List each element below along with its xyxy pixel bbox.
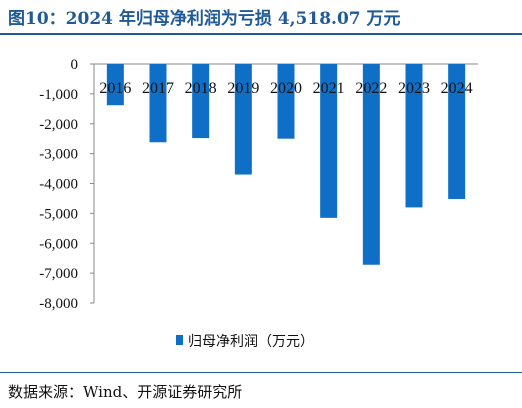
category-labels: 2016 2017 2018 2019 2020 2021 2022 2023 2024 (99, 80, 472, 97)
y-tick-label: -7,000 (39, 266, 78, 282)
category-label-2018: 2018 (185, 80, 217, 97)
y-tick-label: -4,000 (39, 177, 78, 193)
chart-title: 图10：2024 年归母净利润为亏损 4,518.07 万元 (8, 9, 401, 29)
y-tick-label: -8,000 (39, 296, 78, 312)
legend-label: 归母净利润（万元） (188, 333, 314, 350)
bar-2020 (277, 64, 295, 139)
bar-2016 (106, 64, 124, 106)
bars-group (106, 64, 466, 265)
bar-2024 (448, 64, 466, 199)
bar-2018 (192, 64, 210, 139)
source-divider (0, 372, 522, 373)
bar-2017 (149, 64, 167, 143)
y-tick-label: -5,000 (39, 206, 78, 222)
bar-2023 (405, 64, 423, 208)
category-label-2022: 2022 (355, 80, 387, 97)
category-label-2019: 2019 (227, 80, 259, 97)
category-label-2016: 2016 (99, 80, 131, 97)
bar-2019 (234, 64, 252, 175)
source-note: 数据来源：Wind、开源证券研究所 (8, 383, 243, 401)
category-label-2021: 2021 (313, 80, 345, 97)
y-tick-label: -2,000 (39, 117, 78, 133)
category-label-2023: 2023 (398, 80, 430, 97)
y-tick-label: -6,000 (39, 236, 78, 252)
y-tick-label: -3,000 (39, 147, 78, 163)
category-label-2020: 2020 (270, 80, 302, 97)
y-tick-label: 0 (71, 57, 79, 73)
category-label-2024: 2024 (441, 80, 473, 97)
bar-2021 (320, 64, 338, 218)
bar-chart: 0 -1,000 -2,000 -3,000 -4,000 -5,000 -6,000 -7,… (39, 57, 478, 350)
legend-swatch (176, 335, 183, 345)
title-divider (0, 33, 522, 35)
category-label-2017: 2017 (142, 80, 174, 97)
y-tick-label: -1,000 (39, 87, 78, 103)
legend: 归母净利润（万元） (176, 333, 314, 350)
bar-2022 (362, 64, 380, 265)
